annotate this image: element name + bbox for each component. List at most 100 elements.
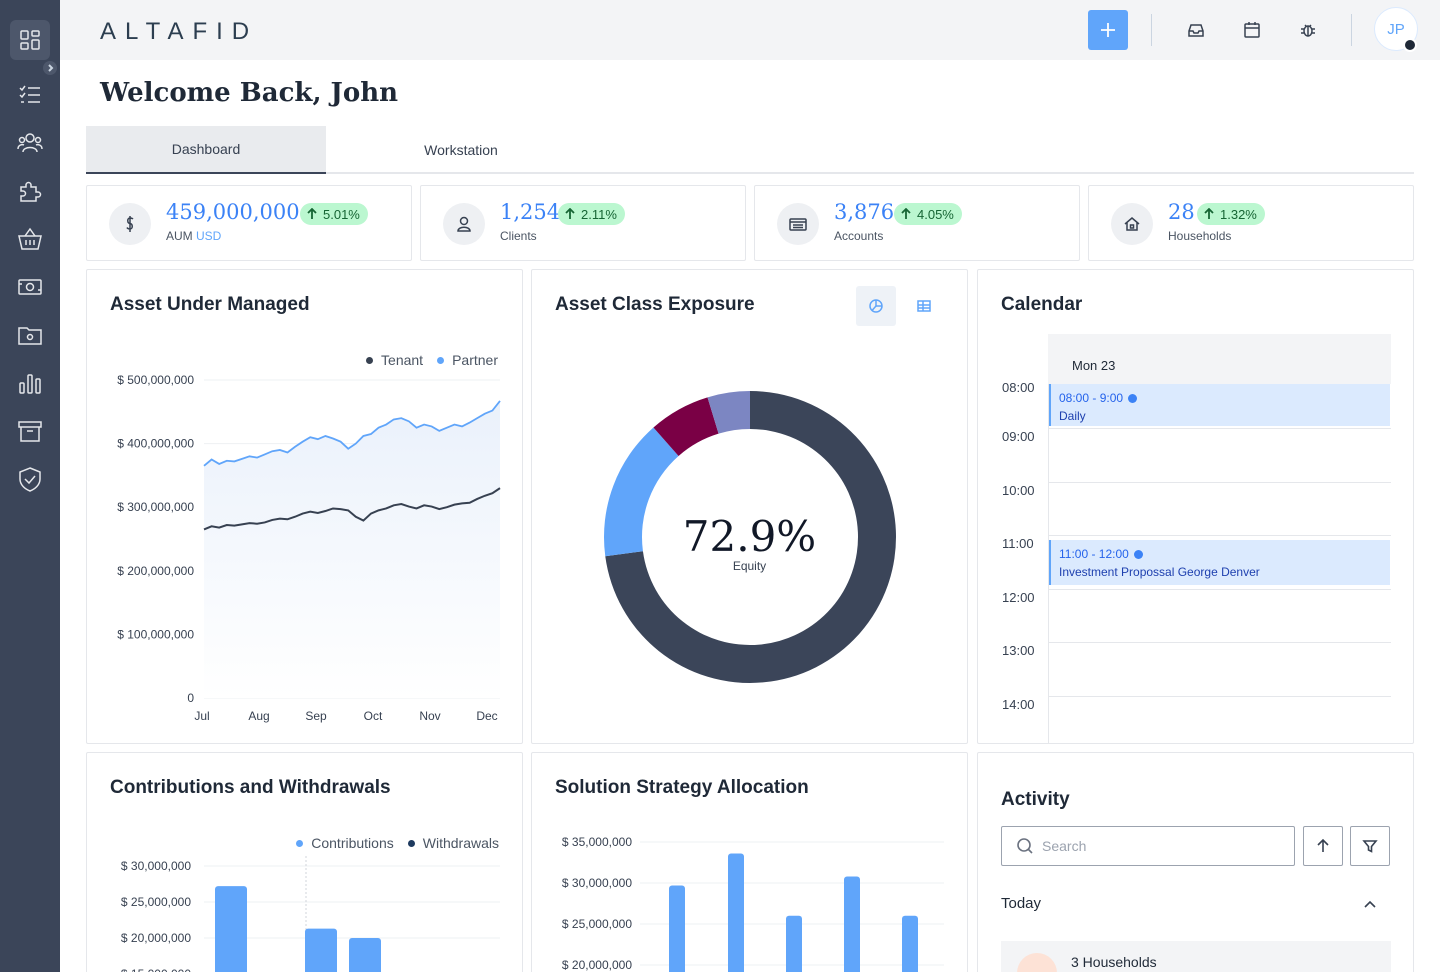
- kpi-card-aum[interactable]: 459,000,000 5.01% AUM USD: [86, 185, 412, 261]
- puzzle-icon: [20, 181, 42, 202]
- header-divider: [1151, 14, 1152, 46]
- x-tick-label: Jul: [194, 709, 209, 723]
- calendar-event[interactable]: 11:00 - 12:00 Investment Propossal Georg…: [1049, 540, 1390, 585]
- kpi-change-badge: 5.01%: [300, 203, 368, 225]
- card-title: Asset Class Exposure: [555, 294, 755, 315]
- list-item[interactable]: 3 Households: [1001, 941, 1391, 972]
- calendar-button[interactable]: [1240, 18, 1264, 42]
- main-content: Welcome Back, John Dashboard Workstation…: [60, 60, 1440, 972]
- sidebar-item-dashboard[interactable]: [10, 20, 50, 60]
- checklist-icon: [19, 85, 40, 103]
- collapse-group-button[interactable]: [1362, 897, 1378, 913]
- time-label: 13:00: [1002, 643, 1035, 658]
- donut-slice: [604, 427, 679, 557]
- legend-withdrawals[interactable]: Withdrawals: [407, 835, 499, 851]
- calendar-event[interactable]: 08:00 - 9:00 Daily: [1049, 384, 1390, 426]
- event-time: 08:00 - 9:00: [1059, 391, 1382, 405]
- kpi-change-badge: 4.05%: [894, 203, 962, 225]
- sidebar-item-integrations[interactable]: [10, 171, 50, 211]
- activity-search[interactable]: [1001, 826, 1295, 866]
- pie-view-button[interactable]: [856, 286, 896, 326]
- event-title: Daily: [1059, 409, 1086, 423]
- bar: [349, 938, 381, 972]
- y-tick-label: $ 20,000,000: [121, 931, 191, 945]
- hour-line: [1048, 535, 1391, 536]
- legend-partner[interactable]: Partner: [437, 352, 498, 368]
- sidebar-expand-toggle[interactable]: [43, 61, 57, 75]
- legend-tenant[interactable]: Tenant: [366, 352, 423, 368]
- calendar-icon: [1244, 22, 1260, 38]
- time-label: 08:00: [1002, 380, 1035, 395]
- card-title: Solution Strategy Allocation: [555, 777, 809, 798]
- kpi-card-clients[interactable]: 1,254 2.11% Clients: [420, 185, 746, 261]
- time-label: 14:00: [1002, 697, 1035, 712]
- money-icon: [18, 279, 42, 295]
- arrow-up-icon: [1317, 838, 1329, 852]
- dollar-icon: [109, 203, 151, 245]
- activity-group-label: Today: [1001, 895, 1042, 912]
- app-logo[interactable]: ALTAFID: [100, 18, 259, 45]
- kpi-value: 3,876: [834, 200, 895, 224]
- x-tick-label: Aug: [248, 709, 269, 723]
- contributions-chart-card: Contributions and Withdrawals Contributi…: [86, 752, 523, 972]
- donut-center-label: Equity: [732, 559, 767, 573]
- bar: [728, 853, 744, 972]
- kpi-card-households[interactable]: 28 1.32% Households: [1088, 185, 1414, 261]
- chevron-up-icon: [1364, 900, 1376, 908]
- x-tick-label: Dec: [476, 709, 497, 723]
- event-title: Investment Propossal George Denver: [1059, 565, 1260, 579]
- arrow-up-icon: [565, 208, 575, 219]
- y-tick-label: $ 15,000,000: [121, 967, 191, 972]
- calendar-grid[interactable]: [1048, 384, 1391, 743]
- bug-report-button[interactable]: [1296, 18, 1320, 42]
- clock-icon: [1133, 549, 1143, 559]
- x-tick-label: Sep: [305, 709, 327, 723]
- exposure-chart-card: Asset Class Exposure 72.9% Equity: [531, 269, 968, 744]
- sidebar-item-tasks[interactable]: [10, 75, 50, 115]
- kpi-change-badge: 2.11%: [558, 203, 625, 225]
- time-label: 10:00: [1002, 483, 1035, 498]
- kpi-label: AUM USD: [166, 229, 222, 243]
- card-title: Contributions and Withdrawals: [110, 777, 391, 798]
- sidebar-item-compliance[interactable]: [10, 459, 50, 499]
- inbox-button[interactable]: [1184, 18, 1208, 42]
- sidebar-item-documents[interactable]: [10, 315, 50, 355]
- hour-line: [1048, 428, 1391, 429]
- y-tick-label: 0: [187, 691, 194, 705]
- time-label: 11:00: [1002, 536, 1034, 551]
- legend-contributions[interactable]: Contributions: [296, 835, 394, 851]
- series-line-tenant: [203, 487, 501, 531]
- card-icon: [777, 203, 819, 245]
- time-label: 09:00: [1002, 429, 1035, 444]
- search-icon: [1017, 838, 1033, 854]
- donut-slice: [653, 397, 719, 456]
- y-tick-label: $ 500,000,000: [117, 373, 194, 387]
- calendar-day-header: Mon 23: [1048, 334, 1391, 384]
- filter-button[interactable]: [1350, 826, 1390, 866]
- sidebar-item-clients[interactable]: [10, 123, 50, 163]
- shield-icon: [19, 467, 41, 492]
- arrow-up-icon: [901, 208, 911, 219]
- tab-bar: Dashboard Workstation: [86, 126, 1414, 174]
- donut-slice: [707, 391, 750, 434]
- table-view-button[interactable]: [904, 286, 944, 326]
- sidebar-item-reports[interactable]: [10, 363, 50, 403]
- chevron-right-icon: [48, 64, 54, 72]
- add-button[interactable]: [1088, 10, 1128, 50]
- aum-chart-card: Asset Under Managed Tenant Partner $ 500…: [86, 269, 523, 744]
- sidebar-item-archive[interactable]: [10, 411, 50, 451]
- tab-workstation[interactable]: Workstation: [424, 142, 498, 158]
- time-label: 12:00: [1002, 590, 1035, 605]
- y-tick-label: $ 25,000,000: [562, 917, 632, 931]
- bar: [786, 915, 802, 972]
- bar: [215, 886, 247, 972]
- sidebar-item-products[interactable]: [10, 219, 50, 259]
- kpi-card-accounts[interactable]: 3,876 4.05% Accounts: [754, 185, 1080, 261]
- sort-button[interactable]: [1303, 826, 1343, 866]
- list-item-label: 3 Households: [1071, 954, 1157, 970]
- sidebar-item-transactions[interactable]: [10, 267, 50, 307]
- tab-dashboard[interactable]: Dashboard: [86, 126, 326, 174]
- bug-icon: [1301, 24, 1315, 37]
- search-input[interactable]: [1042, 838, 1272, 854]
- activity-card: Activity Today 3 Households: [977, 752, 1414, 972]
